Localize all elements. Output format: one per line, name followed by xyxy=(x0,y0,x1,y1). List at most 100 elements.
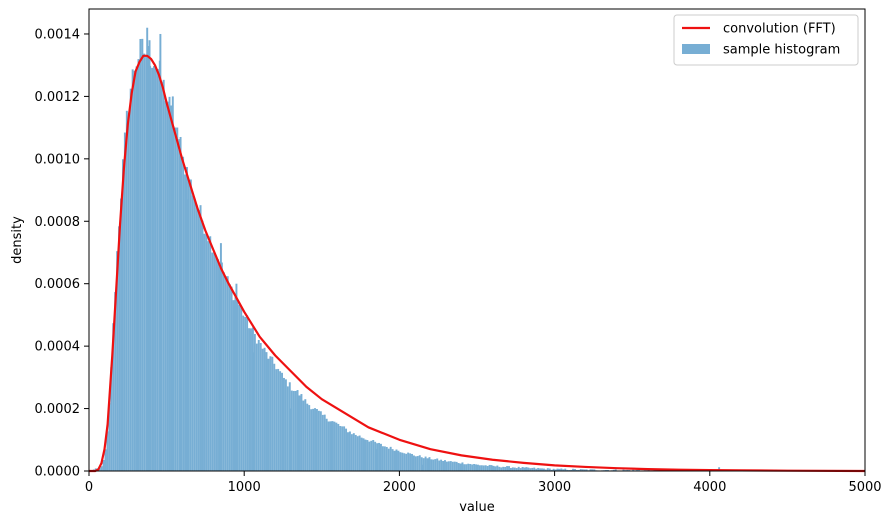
histogram-bar xyxy=(168,96,171,471)
histogram-bar xyxy=(116,251,119,471)
x-axis-label: value xyxy=(459,500,495,515)
histogram-bar xyxy=(317,410,320,471)
histogram-bar xyxy=(577,469,580,471)
histogram-bar xyxy=(139,38,142,471)
histogram-bar xyxy=(455,461,458,471)
histogram-bar xyxy=(253,333,256,471)
histogram-bar xyxy=(329,421,332,471)
histogram-bar xyxy=(647,469,650,471)
histogram-bar xyxy=(370,440,373,471)
histogram-bar xyxy=(207,241,210,471)
x-tick-label: 1000 xyxy=(228,480,261,495)
histogram-bar xyxy=(422,458,425,471)
histogram-bar xyxy=(364,439,367,471)
histogram-bar xyxy=(255,343,258,471)
y-tick-label: 0.0000 xyxy=(35,465,81,480)
histogram-bar xyxy=(480,465,483,471)
x-tick-label: 2000 xyxy=(383,480,416,495)
histogram-bar xyxy=(195,204,198,471)
histogram-bar xyxy=(244,317,247,471)
histogram-bar xyxy=(343,426,346,471)
histogram-bar xyxy=(416,456,419,471)
histogram-bar xyxy=(428,457,431,471)
y-axis-ticks: 0.0000 0.0002 0.0004 0.0006 0.0008 0.0010 0.00… xyxy=(35,27,89,480)
histogram-bar xyxy=(471,464,474,471)
histogram-bar xyxy=(589,469,592,471)
histogram-bar xyxy=(151,67,154,471)
histogram-bar xyxy=(558,468,561,471)
convolution-curve xyxy=(89,54,866,473)
histogram-bar xyxy=(533,467,536,471)
histogram-bar xyxy=(475,464,477,471)
histogram-bar xyxy=(178,139,181,472)
histogram-bar xyxy=(171,96,174,472)
histogram-bar xyxy=(259,343,262,471)
histogram-bar xyxy=(263,347,266,471)
histogram-bar xyxy=(541,468,543,471)
histogram-bar xyxy=(321,414,324,471)
histogram-bar xyxy=(546,468,549,471)
histogram-bar xyxy=(199,205,202,471)
histogram-bar xyxy=(478,465,481,471)
histogram-bar xyxy=(186,167,188,471)
histogram-bar xyxy=(484,465,487,471)
histogram-bar xyxy=(240,306,243,471)
histogram-bar xyxy=(614,469,617,471)
histogram-bar xyxy=(459,463,462,471)
histogram-bar xyxy=(273,363,276,471)
histogram-bar xyxy=(345,428,348,471)
histogram-bar xyxy=(106,431,109,471)
histogram-bar xyxy=(368,441,371,471)
histogram-bar xyxy=(550,469,553,471)
histogram-bar xyxy=(542,468,545,471)
x-axis-ticks: 0 1000 2000 3000 4000 5000 xyxy=(85,471,882,495)
legend: convolution (FFT) sample histogram xyxy=(673,14,859,66)
histogram-bar xyxy=(496,465,499,471)
histogram-bar xyxy=(548,468,551,471)
histogram-bar xyxy=(436,458,439,471)
histogram-bar xyxy=(362,438,365,471)
histogram-bar xyxy=(297,399,300,471)
histogram-bar xyxy=(232,300,235,471)
histogram-bar xyxy=(137,59,140,471)
histogram-bar xyxy=(465,464,468,471)
histogram-bar xyxy=(267,358,270,471)
histogram-bar xyxy=(504,466,507,471)
x-tick-label: 0 xyxy=(85,480,93,495)
y-tick-label: 0.0012 xyxy=(35,90,81,105)
histogram-bar xyxy=(375,449,378,471)
histogram-bar xyxy=(447,461,450,471)
histogram-bar xyxy=(187,199,190,471)
histogram-bar xyxy=(226,276,229,471)
histogram-bar xyxy=(486,465,489,471)
histogram-bar xyxy=(310,409,313,471)
histogram-bar xyxy=(527,467,530,471)
histogram-bar xyxy=(213,252,216,471)
histogram-bar xyxy=(366,440,369,471)
histogram-bar xyxy=(566,469,569,471)
histogram-bar xyxy=(257,339,260,471)
legend-label-curve: convolution (FFT) xyxy=(723,22,836,37)
histogram-bar xyxy=(411,453,413,471)
histogram-bar xyxy=(250,328,252,471)
histogram-bar xyxy=(323,414,326,471)
histogram-bar xyxy=(154,68,157,472)
histogram-bar xyxy=(108,403,111,471)
histogram-bar xyxy=(242,315,245,471)
histogram-bar xyxy=(564,468,567,471)
histogram-bar xyxy=(449,461,452,471)
histogram-bar xyxy=(327,421,330,471)
histogram-bar xyxy=(112,323,115,471)
histogram-bar xyxy=(473,464,476,471)
histogram-bar xyxy=(162,79,165,472)
x-tick-label: 5000 xyxy=(848,480,881,495)
histogram-bar xyxy=(397,450,400,471)
legend-box xyxy=(673,14,859,66)
histogram-bar xyxy=(131,69,134,471)
histogram-bar xyxy=(657,469,660,471)
histogram-bar xyxy=(418,455,421,471)
histogram-bar xyxy=(98,467,101,471)
histogram-bar xyxy=(494,466,497,471)
histogram-bar xyxy=(222,272,225,471)
histogram-bar xyxy=(347,432,349,471)
